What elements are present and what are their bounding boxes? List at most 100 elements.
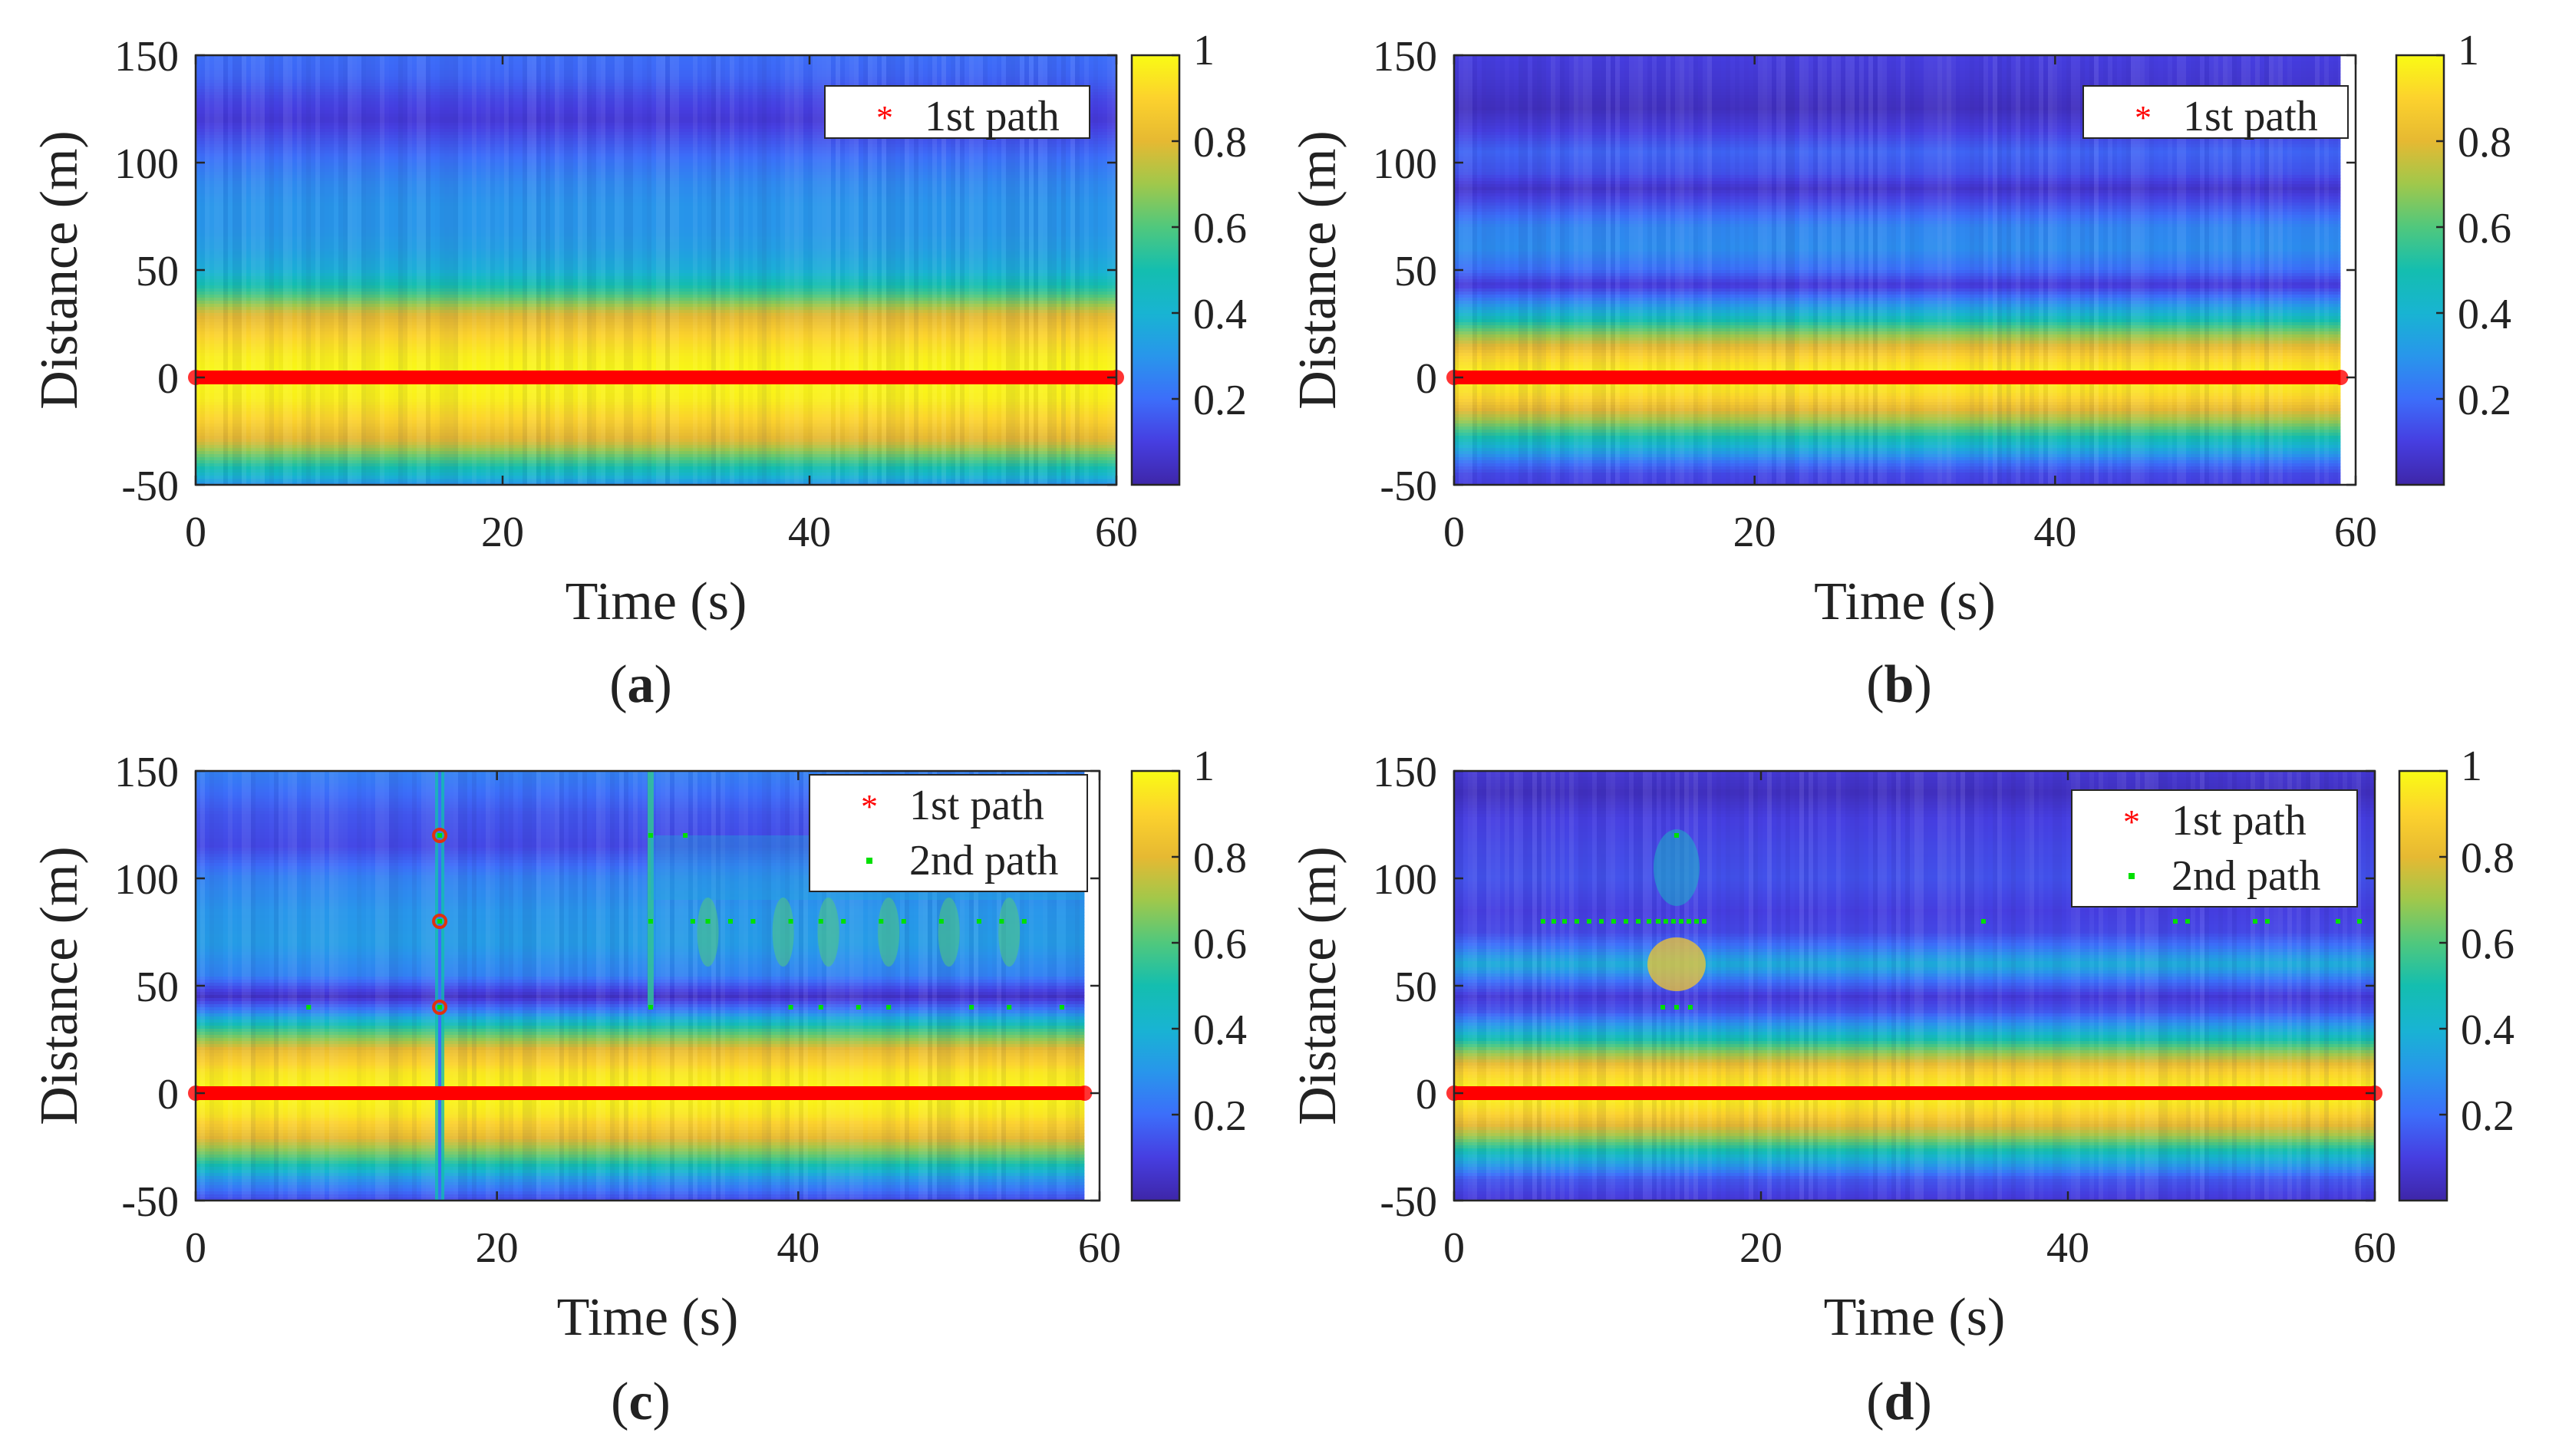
heatmap-row [196, 55, 1116, 59]
texture-stripe [1546, 55, 1551, 485]
texture-stripe [1979, 771, 1983, 1201]
texture-stripe [504, 771, 509, 1201]
heatmap-row [196, 325, 1116, 329]
heatmap-row [196, 823, 1085, 827]
heatmap-row [196, 347, 1116, 351]
heatmap-row [196, 912, 1085, 916]
heatmap-row [196, 129, 1116, 133]
heatmap-row [196, 1115, 1085, 1118]
heatmap-row [196, 1056, 1085, 1060]
texture-stripe [822, 55, 826, 485]
texture-stripe [1827, 55, 1832, 485]
anomaly-blob [938, 898, 960, 967]
heatmap-row [1454, 891, 2375, 894]
heatmap-row [1454, 270, 2341, 274]
heatmap-row [196, 854, 1085, 858]
texture-stripe [306, 55, 311, 485]
heatmap-row [196, 114, 1116, 117]
texture-stripe [500, 771, 504, 1201]
heatmap-row [196, 301, 1116, 305]
heatmap-row [1454, 463, 2341, 467]
texture-stripe [315, 55, 320, 485]
heatmap-row [1454, 135, 2341, 139]
texture-stripe [1601, 55, 1606, 485]
texture-stripe [1832, 55, 1836, 485]
texture-stripe [978, 55, 983, 485]
heatmap-row [1454, 1038, 2375, 1042]
texture-stripe [2264, 771, 2269, 1201]
texture-stripe [1707, 55, 1712, 485]
texture-stripe [1565, 771, 1569, 1201]
texture-stripe [633, 55, 638, 485]
heatmap-row [1454, 1029, 2375, 1033]
texture-stripe [513, 771, 518, 1201]
heatmap-row [196, 255, 1116, 259]
legend-box [809, 774, 1088, 892]
texture-stripe [1551, 55, 1555, 485]
heatmap-row [196, 175, 1116, 179]
texture-stripe [1486, 55, 1491, 485]
series-2nd-path-point [1687, 919, 1691, 924]
texture-stripe [1666, 55, 1670, 485]
texture-stripe [1859, 55, 1864, 485]
heatmap-row [1454, 921, 2375, 925]
texture-stripe [592, 55, 596, 485]
colorbar-tick-label: 0.8 [2461, 835, 2514, 882]
texture-stripe [1942, 771, 1947, 1201]
texture-stripe [799, 771, 803, 1201]
texture-stripe [2214, 55, 2218, 485]
texture-stripe [311, 771, 315, 1201]
y-axis-label: Distance (m) [30, 846, 89, 1125]
texture-stripe [2076, 771, 2080, 1201]
texture-stripe [1753, 55, 1758, 485]
texture-stripe [2066, 771, 2071, 1201]
heatmap-row [196, 258, 1116, 262]
series-2nd-path-point [1647, 919, 1651, 924]
series-2nd-path-point [1021, 919, 1027, 924]
heatmap-row [196, 236, 1116, 240]
series-2nd-path-point [1688, 1005, 1693, 1010]
heatmap-row [196, 80, 1116, 84]
texture-stripe [348, 771, 352, 1201]
texture-stripe [2186, 771, 2191, 1201]
texture-stripe [1477, 55, 1482, 485]
texture-stripe [274, 55, 279, 485]
heatmap-row [196, 915, 1085, 919]
texture-stripe [725, 55, 730, 485]
texture-stripe [2154, 771, 2158, 1201]
x-tick-label: 60 [1078, 1224, 1121, 1272]
texture-stripe [2043, 55, 2048, 485]
heatmap-row [196, 242, 1116, 246]
heatmap-row [196, 875, 1085, 879]
texture-stripe [615, 55, 619, 485]
heatmap-row [1454, 970, 2375, 974]
heatmap-row [196, 906, 1085, 910]
heatmap-row [196, 970, 1085, 974]
colorbar-tick-label: 0.6 [2461, 921, 2514, 968]
texture-stripe [2011, 771, 2016, 1201]
texture-stripe [2057, 771, 2062, 1201]
heatmap-row [196, 1112, 1085, 1115]
texture-stripe [891, 771, 895, 1201]
texture-stripe [822, 771, 826, 1201]
texture-stripe [1624, 771, 1629, 1201]
texture-stripe [1739, 55, 1744, 485]
texture-stripe [868, 55, 872, 485]
colorbar-tick-label: 0.8 [1193, 835, 1247, 882]
x-tick-label: 60 [2334, 509, 2377, 556]
heatmap-row [196, 92, 1116, 96]
heatmap-row [1454, 1185, 2375, 1189]
texture-stripe [232, 771, 237, 1201]
heatmap-row [1454, 1176, 2375, 1180]
texture-stripe [2062, 771, 2066, 1201]
texture-stripe [2195, 55, 2200, 485]
texture-stripe [813, 55, 817, 485]
heatmap-row [1454, 802, 2375, 805]
texture-stripe [417, 771, 421, 1201]
heatmap-row [1454, 1161, 2375, 1164]
heatmap-row [196, 973, 1085, 977]
heatmap-row [196, 1108, 1085, 1112]
texture-stripe [481, 55, 486, 485]
heatmap-row [1454, 258, 2341, 262]
